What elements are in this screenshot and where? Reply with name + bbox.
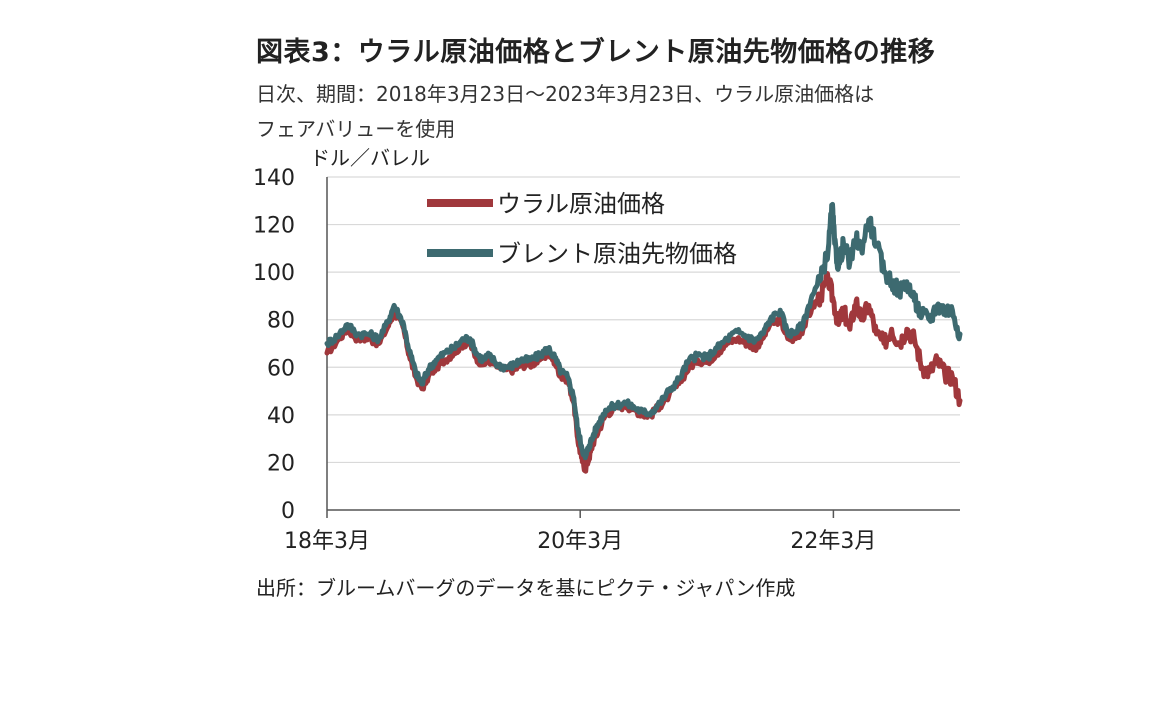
y-tick-label: 0 — [281, 499, 295, 524]
legend-label: ウラル原油価格 — [497, 190, 665, 218]
chart-subtitle-line1: 日次、期間：2018年3月23日～2023年3月23日、ウラル原油価格は — [256, 82, 875, 106]
y-tick-label: 140 — [253, 166, 295, 191]
x-tick-label: 18年3月 — [284, 529, 370, 554]
chart-title: 図表3：ウラル原油価格とブレント原油先物価格の推移 — [256, 37, 936, 68]
y-tick-label: 40 — [267, 404, 295, 429]
legend-label: ブレント原油先物価格 — [497, 240, 737, 268]
series-line-urals — [324, 271, 963, 474]
y-tick-label: 20 — [267, 451, 295, 476]
y-tick-label: 80 — [267, 309, 295, 334]
series-line-brent — [324, 201, 963, 461]
x-tick-label: 22年3月 — [790, 529, 876, 554]
source-note: 出所：ブルームバーグのデータを基にピクテ・ジャパン作成 — [256, 576, 796, 600]
chart-subtitle-line2: フェアバリューを使用 — [256, 117, 456, 141]
y-tick-label: 60 — [267, 356, 295, 381]
y-axis-unit-label: ドル／バレル — [310, 146, 430, 170]
x-tick-label: 20年3月 — [537, 529, 623, 554]
y-tick-label: 100 — [253, 261, 295, 286]
y-tick-label: 120 — [253, 214, 295, 239]
